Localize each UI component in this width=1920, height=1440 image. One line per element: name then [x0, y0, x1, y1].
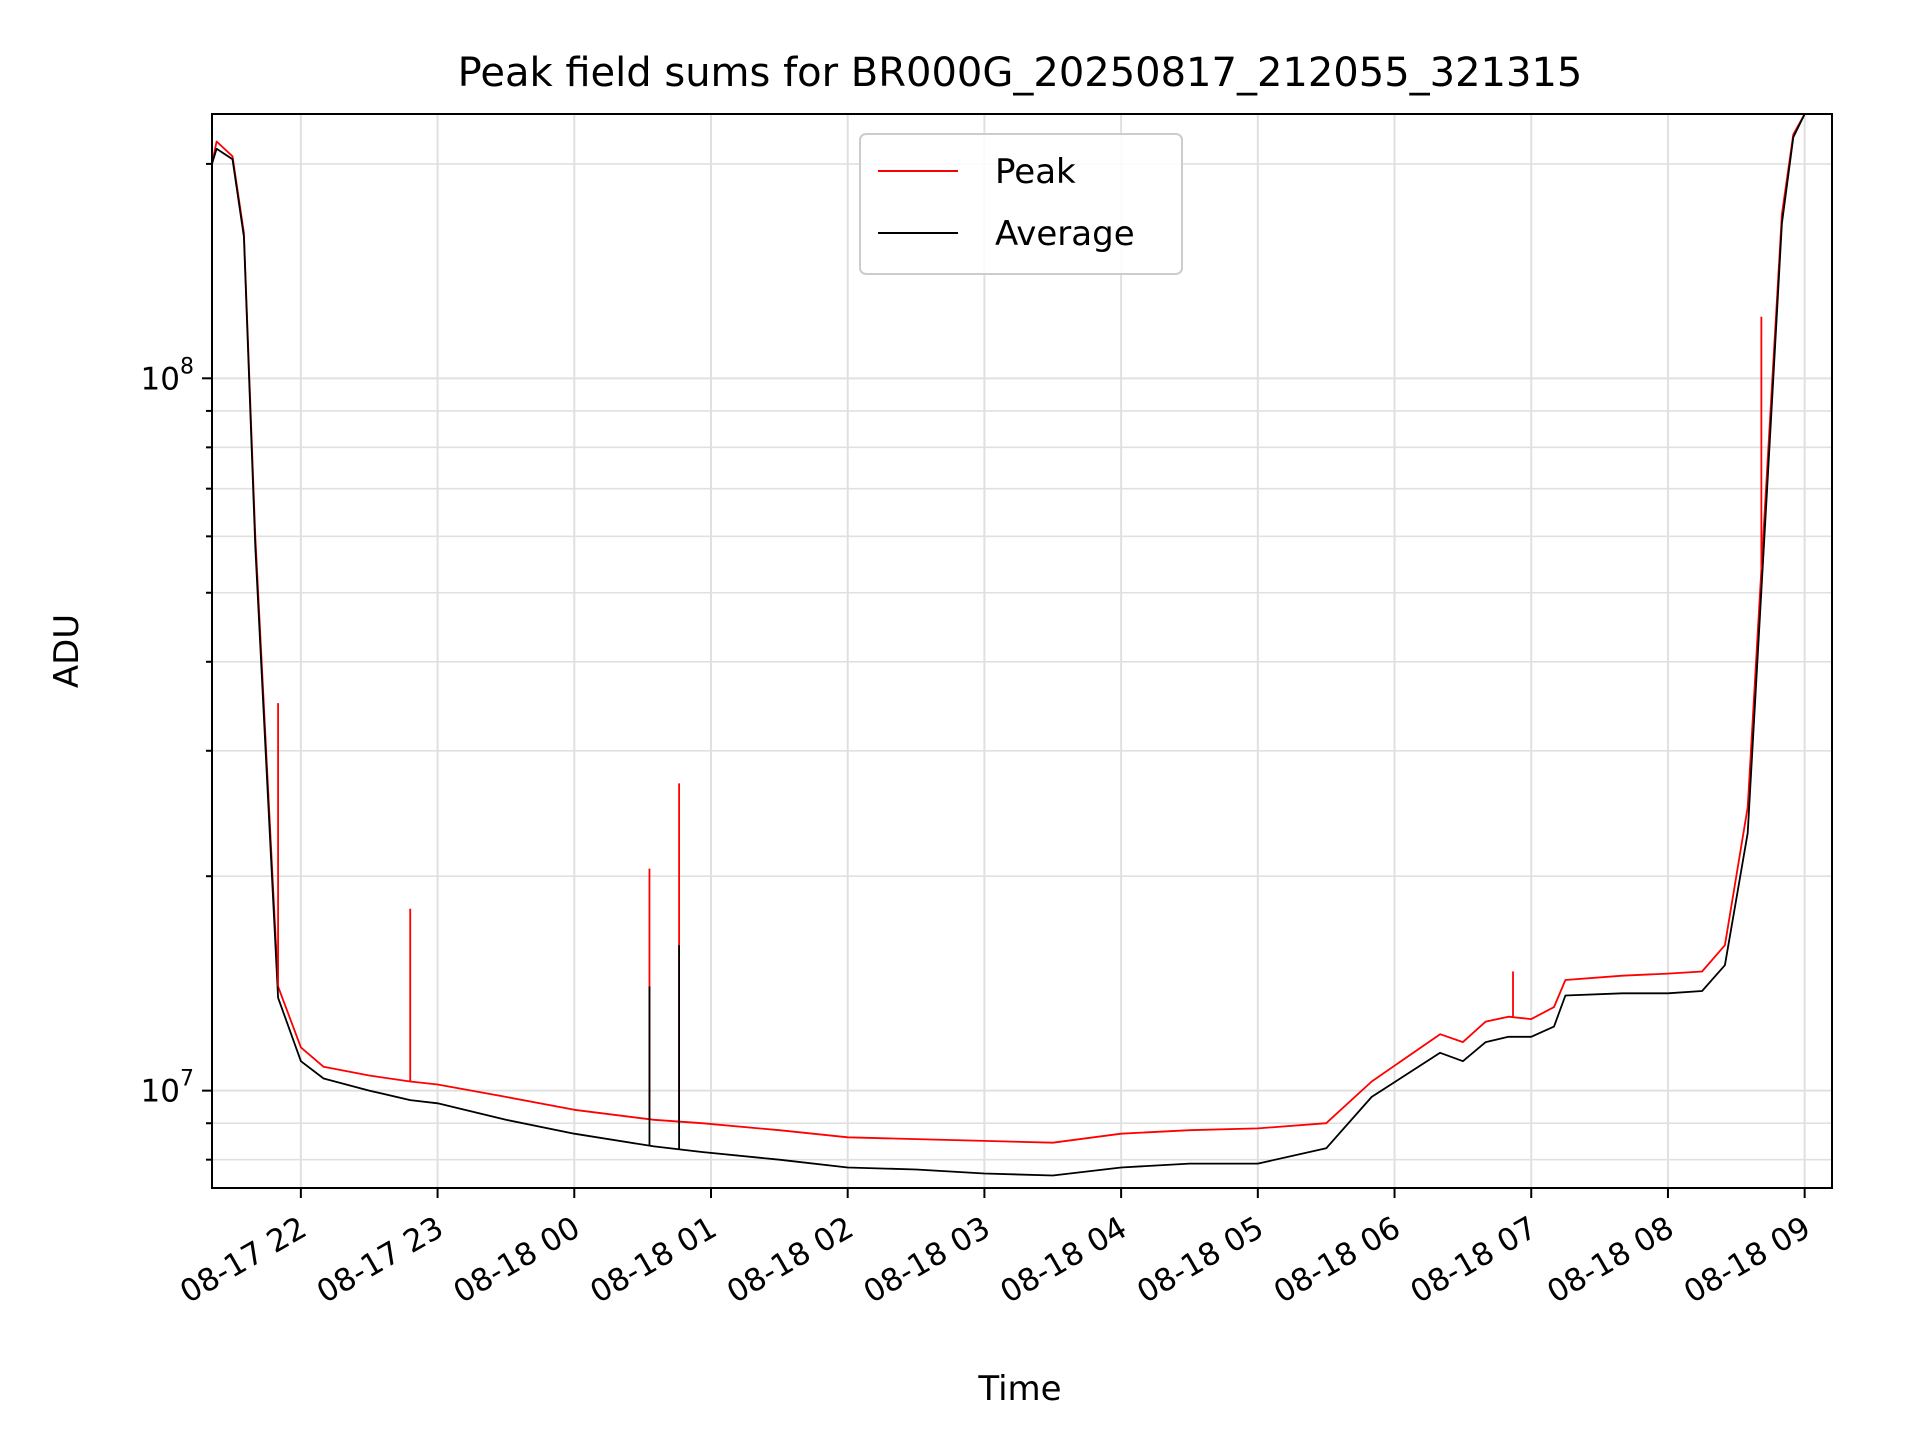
series-line-average	[211, 113, 1806, 1177]
chart-title: Peak field sums for BR000G_20250817_2120…	[458, 50, 1583, 96]
y-tick-label: 108	[141, 354, 194, 397]
legend-box	[859, 133, 1183, 275]
y-axis-label: ADU	[47, 614, 87, 688]
vertical-gridlines	[299, 114, 1806, 1188]
x-axis-label: Time	[977, 1369, 1061, 1409]
legend-average-label: Average	[995, 214, 1135, 254]
plot-background	[212, 114, 1832, 1188]
series-layer	[211, 113, 1806, 1177]
plot-frame	[211, 113, 1833, 1189]
legend-peak-label: Peak	[995, 152, 1076, 192]
legend: Peak Average	[859, 133, 1183, 275]
plot-area	[211, 113, 1833, 1189]
y-axis-ticks: 107 108	[141, 162, 212, 1161]
series-line-peak	[211, 113, 1806, 1144]
y-tick-label: 107	[141, 1067, 194, 1110]
horizontal-gridlines	[212, 163, 1832, 1161]
